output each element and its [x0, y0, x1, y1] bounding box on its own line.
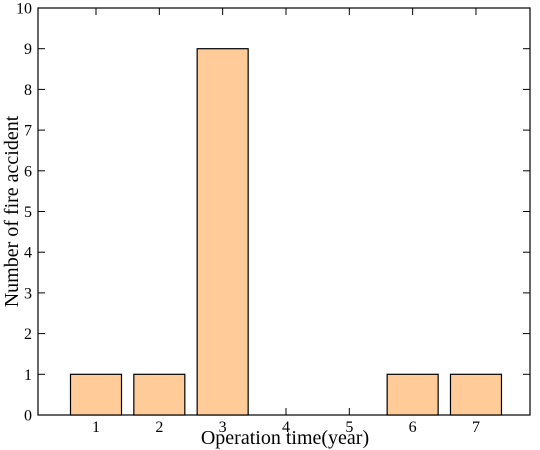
y-tick-label: 9: [24, 41, 32, 58]
y-axis-ticks: 0 1 2 3 4 5 6 7 8 9 10: [16, 1, 530, 425]
x-tick-label: 4: [282, 419, 290, 436]
x-tick-label: 2: [155, 419, 163, 436]
y-tick-label: 1: [24, 367, 32, 384]
y-tick-label: 6: [24, 163, 32, 180]
x-tick-label: 3: [219, 419, 227, 436]
plot-frame: [37, 7, 531, 416]
x-tick-label: 7: [472, 419, 480, 436]
bar-group: [69, 48, 503, 416]
y-tick-label: 8: [24, 82, 32, 99]
x-tick-label: 5: [345, 419, 353, 436]
bar-1: [69, 373, 123, 416]
y-tick-label: 0: [24, 408, 32, 425]
x-tick-label: 1: [92, 419, 100, 436]
bar-7: [449, 373, 503, 416]
y-tick-label: 2: [24, 326, 32, 343]
y-tick-label: 3: [24, 285, 32, 302]
y-tick-label: 7: [24, 123, 32, 140]
x-tick-label: 6: [409, 419, 417, 436]
y-tick-label: 4: [24, 245, 32, 262]
bar-3: [196, 48, 249, 416]
bar-6: [386, 373, 439, 416]
y-tick-label: 10: [16, 1, 32, 18]
y-axis-title: Number of fire accident: [1, 115, 23, 307]
y-tick-label: 5: [24, 204, 32, 221]
x-axis-title: Operation time(year): [201, 427, 369, 449]
bar-2: [133, 373, 186, 416]
x-axis-ticks: 1 2 3 4 5 6 7: [92, 8, 480, 436]
